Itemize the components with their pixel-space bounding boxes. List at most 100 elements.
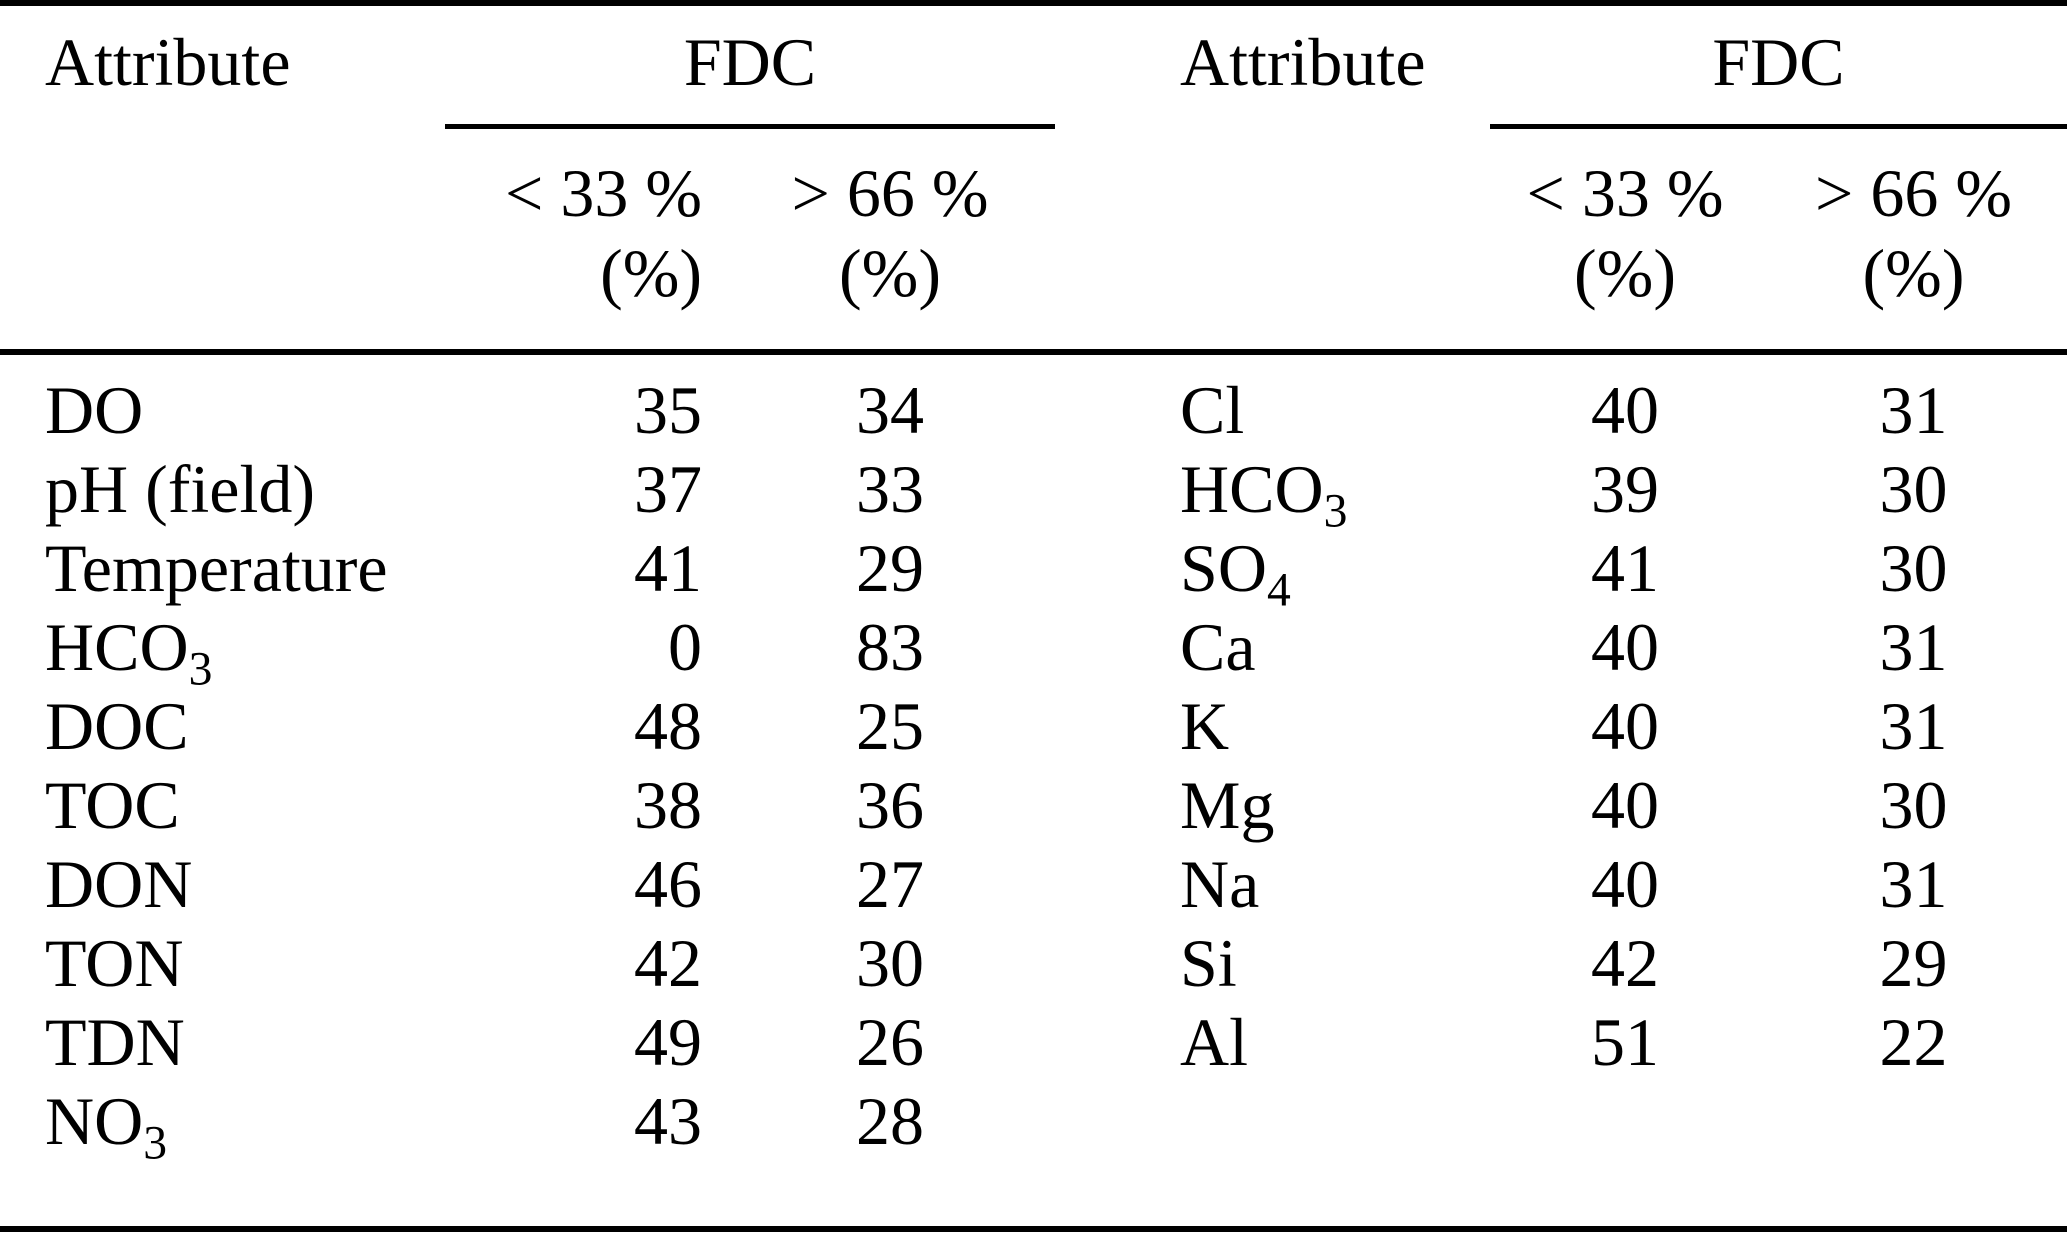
attribute-cell: DO [0, 371, 445, 450]
attribute-label: TDN [45, 1004, 185, 1080]
value-cell: 31 [1879, 846, 1948, 922]
attribute-label: TON [45, 925, 184, 1001]
value-cell: 40 [1591, 372, 1659, 448]
attribute-label: HCO [45, 609, 189, 685]
value-cell: 37 [634, 451, 702, 527]
value-cell: 29 [1879, 925, 1948, 1001]
value-cell: 39 [1591, 451, 1659, 527]
attribute-cell: Si [1055, 924, 1490, 1003]
attribute-cell: HCO3 [1055, 450, 1490, 535]
subheader-unit-label: (%) [1862, 235, 1965, 311]
subheader-unit-label: (%) [1574, 235, 1676, 311]
attribute-cell: TON [0, 924, 445, 1003]
value-cell: 42 [634, 925, 702, 1001]
value-cell: 83 [856, 609, 924, 685]
value-cell: 40 [1591, 609, 1659, 685]
table-body: DO 35 34 Cl 40 31 pH (field) 37 33 HCO3 39 30 Temper… [0, 371, 2067, 1167]
attribute-subscript: 4 [1266, 564, 1291, 617]
attribute-cell: DOC [0, 687, 445, 766]
attribute-cell: pH (field) [0, 450, 445, 529]
attribute-cell: HCO3 [0, 608, 445, 693]
attribute-label: Na [1180, 846, 1260, 922]
subheader-threshold-label: < 33 % [1526, 155, 1724, 231]
attribute-label: DOC [45, 688, 189, 764]
value-cell: 43 [634, 1083, 702, 1159]
value-cell: 41 [1591, 530, 1659, 606]
value-cell: 0 [668, 609, 702, 685]
attribute-cell: TOC [0, 766, 445, 845]
value-cell: 36 [856, 767, 924, 843]
attribute-label: Si [1180, 925, 1237, 1001]
attribute-cell: SO4 [1055, 529, 1490, 614]
value-cell: 30 [856, 925, 924, 1001]
value-cell: 22 [1879, 1004, 1948, 1080]
attribute-cell: Temperature [0, 529, 445, 608]
value-cell: 40 [1591, 767, 1659, 843]
attribute-label: Temperature [45, 530, 388, 606]
value-cell: 25 [856, 688, 924, 764]
value-cell [1490, 1082, 1760, 1161]
attribute-label: HCO [1180, 451, 1324, 527]
value-cell: 48 [634, 688, 702, 764]
attribute-header-right: Attribute [1180, 24, 1426, 100]
attribute-cell [1055, 1082, 1490, 1161]
attribute-label: Ca [1180, 609, 1256, 685]
attribute-label: DON [45, 846, 193, 922]
attribute-label: DO [45, 372, 144, 448]
attribute-label: TOC [45, 767, 180, 843]
attribute-subscript: 3 [143, 1117, 168, 1170]
value-cell: 31 [1879, 609, 1948, 685]
value-cell: 30 [1879, 767, 1948, 843]
attribute-label: pH (field) [45, 451, 316, 527]
empty-header-cell [0, 129, 445, 349]
attribute-cell: NO3 [0, 1082, 445, 1167]
value-cell: 31 [1879, 688, 1948, 764]
value-cell: 49 [634, 1004, 702, 1080]
attribute-label: NO [45, 1083, 144, 1159]
subheader-threshold-label: > 66 % [791, 155, 989, 231]
attribute-cell: K [1055, 687, 1490, 766]
attribute-label: Mg [1180, 767, 1275, 843]
value-cell: 41 [634, 530, 702, 606]
attribute-cell: DON [0, 845, 445, 924]
attribute-label: K [1180, 688, 1230, 764]
value-cell: 40 [1591, 846, 1659, 922]
attribute-cell: TDN [0, 1003, 445, 1082]
value-cell: 28 [856, 1083, 924, 1159]
value-cell: 26 [856, 1004, 924, 1080]
header-divider-rule [0, 349, 2067, 355]
value-cell: 30 [1879, 451, 1948, 527]
attribute-header-left: Attribute [45, 24, 291, 100]
value-cell: 29 [856, 530, 924, 606]
table-header-row-2: < 33 % (%) > 66 % (%) < 33 % (%) > 66 % … [0, 129, 2067, 349]
top-rule [0, 0, 2067, 6]
attribute-cell: Na [1055, 845, 1490, 924]
value-cell: 51 [1591, 1004, 1659, 1080]
attribute-cell: Cl [1055, 371, 1490, 450]
subheader-gt66-left: > 66 % (%) [725, 129, 1055, 349]
value-cell: 38 [634, 767, 702, 843]
value-cell: 34 [856, 372, 924, 448]
empty-header-cell [1055, 129, 1490, 349]
attribute-label: SO [1180, 530, 1267, 606]
table-header-row-1: Attribute FDC Attribute FDC [0, 6, 2067, 129]
subheader-threshold-label: < 33 % [505, 155, 702, 231]
value-cell: 31 [1879, 372, 1948, 448]
subheader-threshold-label: > 66 % [1815, 155, 2012, 231]
subheader-unit-label: (%) [600, 235, 702, 311]
subheader-unit-label: (%) [839, 235, 941, 311]
fdc-group-header-right: FDC [1490, 6, 2067, 129]
attribute-subscript: 3 [1323, 485, 1348, 538]
subheader-gt66-right: > 66 % (%) [1760, 129, 2067, 349]
attribute-cell: Mg [1055, 766, 1490, 845]
value-cell [1760, 1082, 2067, 1161]
attribute-cell: Ca [1055, 608, 1490, 687]
value-cell: 27 [856, 846, 924, 922]
value-cell: 30 [1879, 530, 1948, 606]
attribute-label: Cl [1180, 372, 1245, 448]
attribute-cell: Al [1055, 1003, 1490, 1082]
attribute-subscript: 3 [188, 643, 213, 696]
value-cell: 46 [634, 846, 702, 922]
attribute-label: Al [1180, 1004, 1248, 1080]
